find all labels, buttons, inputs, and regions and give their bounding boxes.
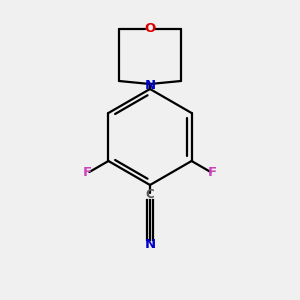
Text: C: C: [146, 188, 154, 202]
Text: F: F: [83, 166, 92, 178]
Text: N: N: [144, 238, 156, 250]
Text: O: O: [144, 22, 156, 35]
Text: N: N: [144, 79, 156, 92]
Text: F: F: [208, 166, 217, 178]
